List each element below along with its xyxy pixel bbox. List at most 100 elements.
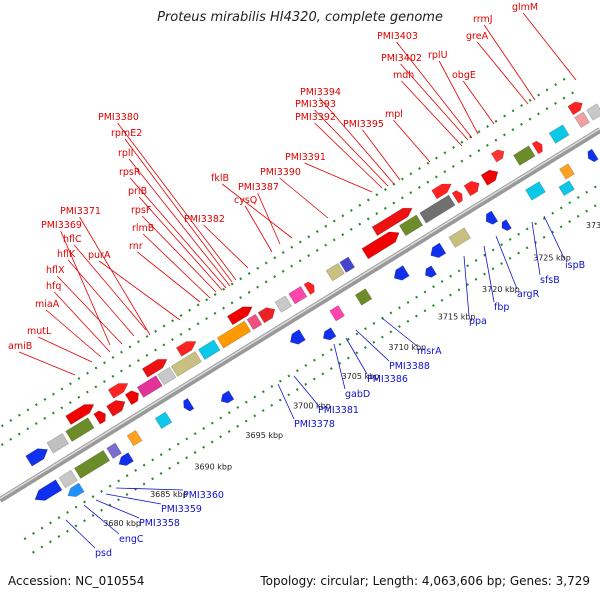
gene-label-msra: msrA: [417, 346, 442, 357]
forward-gene-box-28-shape: [574, 111, 590, 129]
reverse-gene-box-12-shape: [430, 242, 447, 258]
gene-label-rlmb: rlmB: [132, 223, 154, 234]
forward-gene-box-27-shape: [548, 124, 570, 144]
reverse-gene-box-14: [485, 210, 499, 225]
reverse-gene-box-outer-3-shape: [220, 390, 235, 404]
gene-label-hflk: hflK: [57, 249, 76, 260]
leader-hflc: [73, 244, 147, 331]
leader-pmi3403: [396, 41, 473, 139]
gene-label-pmi3371: PMI3371: [60, 206, 101, 217]
forward-gene-box-21-shape: [419, 194, 456, 224]
forward-gene-box-6-shape: [124, 390, 139, 406]
forward-gene-box-4-shape: [93, 410, 106, 425]
forward-gene-box-20: [398, 214, 424, 237]
forward-gene-box-outer-1-shape: [65, 404, 95, 425]
gene-label-pmi3392: PMI3392: [295, 112, 336, 123]
gene-label-obge: obgE: [452, 70, 476, 81]
leader-miaa: [45, 309, 102, 358]
leader-ppa: [463, 255, 470, 317]
reverse-gene-box-17-shape: [587, 148, 599, 163]
forward-gene-box-outer-3-shape: [141, 359, 168, 378]
accession-text: Accession: NC_010554: [8, 574, 145, 588]
reverse-gene-box-14-shape: [485, 210, 499, 225]
leader-rrmj: [483, 24, 536, 101]
forward-gene-box-1: [25, 448, 49, 467]
reverse-gene-box-outer-4-shape: [322, 327, 337, 341]
gene-label-rnr: rnr: [129, 241, 143, 252]
reverse-gene-box-8: [289, 329, 306, 345]
forward-gene-box-23: [463, 180, 480, 197]
forward-gene-box-9-shape: [170, 351, 202, 377]
forward-gene-box-outer-1: [65, 404, 95, 425]
gene-label-pmi3394: PMI3394: [300, 87, 341, 98]
leader-pmi3394: [319, 97, 395, 185]
forward-gene-box-14-shape: [274, 295, 293, 313]
forward-gene-box-14: [274, 295, 293, 313]
gene-label-engc: engC: [119, 534, 144, 545]
reverse-gene-box-outer-6: [501, 219, 512, 231]
forward-gene-box-outer-2-shape: [107, 383, 129, 399]
forward-gene-box-6: [124, 390, 139, 406]
leader-mdh: [401, 80, 463, 147]
leader-pmi3402: [400, 63, 469, 141]
forward-gene-box-2: [46, 432, 70, 454]
gene-label-ppa: ppa: [469, 316, 487, 327]
forward-gene-box-4: [93, 410, 106, 425]
gene-label-pura: purA: [88, 250, 111, 261]
leader-pmi3371: [79, 216, 151, 336]
forward-gene-box-15: [288, 286, 308, 305]
leader-cysq: [244, 205, 273, 253]
kbp-label-3705-kbp: 3705 kbp: [342, 372, 380, 381]
leader-pura: [98, 260, 181, 321]
reverse-gene-box-4: [106, 442, 122, 459]
leader-rpme2: [124, 138, 233, 283]
forward-gene-box-16-shape: [303, 281, 315, 295]
reverse-gene-box-10-shape: [354, 288, 373, 306]
forward-gene-box-9: [170, 351, 202, 377]
reverse-gene-box-16: [559, 163, 575, 180]
forward-gene-box-19-shape: [361, 231, 400, 260]
forward-gene-box-outer-8-shape: [490, 149, 505, 163]
leader-grea: [476, 41, 529, 105]
gene-label-mdh: mdh: [393, 70, 414, 81]
gene-label-pmi3386: PMI3386: [367, 374, 408, 385]
leader-prib: [138, 196, 223, 291]
gene-label-rpsr: rpsR: [119, 167, 141, 178]
forward-gene-box-outer-9-shape: [567, 101, 583, 116]
forward-gene-box-21: [419, 194, 456, 224]
leader-ispb: [543, 215, 566, 261]
gene-label-pmi3388: PMI3388: [389, 361, 430, 372]
leader-fbp: [483, 245, 495, 303]
gene-label-argr: argR: [517, 289, 540, 300]
forward-gene-box-24: [480, 169, 499, 186]
reverse-gene-box-outer-6-shape: [501, 219, 512, 231]
reverse-gene-box-13: [448, 227, 471, 248]
leader-fklb: [221, 183, 293, 239]
leader-rpli: [128, 158, 231, 287]
reverse-gene-box-outer-7: [558, 180, 575, 196]
reverse-gene-box-1-shape: [34, 479, 63, 501]
leader-argr: [495, 235, 518, 290]
forward-gene-box-outer-9: [567, 101, 583, 116]
forward-gene-box-18: [339, 256, 356, 273]
leader-pmi3390: [279, 177, 329, 219]
forward-gene-box-29: [586, 103, 600, 121]
forward-gene-box-5: [106, 400, 126, 417]
reverse-gene-box-9-shape: [329, 305, 345, 322]
forward-gene-box-15-shape: [288, 286, 308, 305]
reverse-gene-box-13-shape: [448, 227, 471, 248]
reverse-gene-box-15-shape: [525, 181, 546, 201]
forward-gene-box-outer-5: [227, 306, 253, 326]
kbp-label-3700-kbp: 3700 kbp: [293, 402, 331, 411]
forward-gene-box-22: [451, 190, 463, 204]
leader-msra: [381, 317, 418, 347]
leader-pmi3386: [345, 337, 368, 375]
reverse-gene-box-10: [354, 288, 373, 306]
gene-label-pmi3382: PMI3382: [184, 214, 225, 225]
reverse-gene-box-9: [329, 305, 345, 322]
forward-gene-box-outer-4-shape: [175, 341, 197, 357]
forward-gene-box-3-shape: [65, 417, 95, 442]
forward-gene-box-outer-7: [431, 183, 452, 200]
reverse-gene-box-5: [126, 430, 143, 447]
